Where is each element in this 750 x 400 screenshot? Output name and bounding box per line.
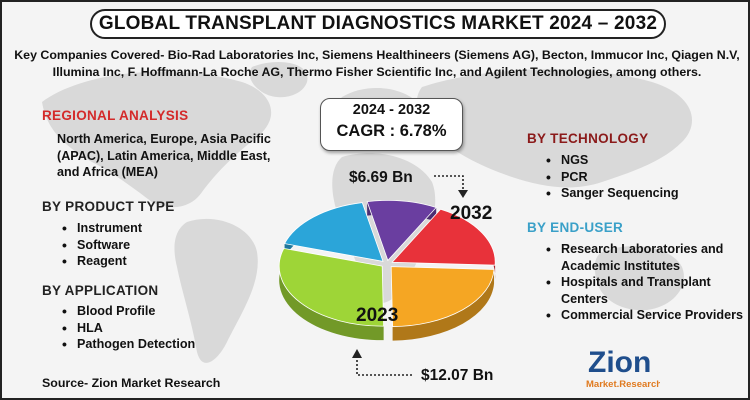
pie-slice-side bbox=[279, 248, 384, 341]
companies-text: Key Companies Covered- Bio-Rad Laborator… bbox=[14, 48, 740, 79]
pie-slice bbox=[366, 200, 437, 262]
list-item: Sanger Sequencing bbox=[544, 185, 679, 202]
slice-label-start-year: 2023 bbox=[356, 305, 398, 326]
pie-slice bbox=[283, 202, 384, 262]
list-item: Software bbox=[60, 237, 142, 254]
list-item: Blood Profile bbox=[60, 303, 195, 320]
start-value-arrowhead bbox=[458, 190, 468, 198]
value-callouts: $6.69 Bn $12.07 Bn bbox=[349, 169, 493, 384]
product-type-title: BY PRODUCT TYPE bbox=[42, 199, 175, 214]
zion-logo: Zion Market.Research bbox=[586, 346, 660, 390]
start-value-label: $6.69 Bn bbox=[349, 169, 413, 186]
pie-slice bbox=[391, 208, 496, 266]
source-text: Source- Zion Market Research bbox=[42, 376, 221, 390]
svg-text:Market.Research: Market.Research bbox=[586, 379, 660, 390]
map-greenland bbox=[249, 62, 308, 98]
end-user-list: Research Laboratories and Academic Insti… bbox=[544, 241, 744, 324]
list-item: Research Laboratories and Academic Insti… bbox=[544, 241, 744, 274]
end-value-leader bbox=[356, 356, 414, 376]
application-title: BY APPLICATION bbox=[42, 283, 159, 298]
cagr-box: 2024 - 2032 CAGR : 6.78% bbox=[320, 98, 463, 151]
regional-text: North America, Europe, Asia Pacific (APA… bbox=[57, 132, 271, 179]
list-item: Reagent bbox=[60, 253, 142, 270]
application-list: Blood Profile HLA Pathogen Detection bbox=[60, 303, 195, 353]
svg-text:Zion: Zion bbox=[588, 346, 651, 379]
list-item: PCR bbox=[544, 169, 679, 186]
list-item: Instrument bbox=[60, 220, 142, 237]
technology-list: NGS PCR Sanger Sequencing bbox=[544, 152, 679, 202]
map-south-america bbox=[174, 218, 258, 363]
page-title: GLOBAL TRANSPLANT DIAGNOSTICS MARKET 202… bbox=[90, 9, 666, 39]
pie-labels: 2032 2023 bbox=[356, 203, 492, 326]
end-value-arrowhead bbox=[352, 349, 362, 358]
end-user-title: BY END-USER bbox=[527, 220, 624, 235]
regional-title: REGIONAL ANALYSIS bbox=[42, 108, 189, 123]
start-value-leader bbox=[434, 175, 464, 192]
technology-title: BY TECHNOLOGY bbox=[527, 131, 649, 146]
end-value-label: $12.07 Bn bbox=[421, 367, 493, 384]
list-item: Commercial Service Providers bbox=[544, 307, 744, 324]
cagr-period: 2024 - 2032 bbox=[352, 102, 431, 118]
cagr-value: CAGR : 6.78% bbox=[336, 122, 447, 140]
slice-label-end-year: 2032 bbox=[450, 203, 492, 224]
pie-tops bbox=[278, 200, 496, 327]
map-north-america bbox=[42, 71, 272, 208]
pie-slice-side bbox=[392, 269, 495, 341]
product-type-list: Instrument Software Reagent bbox=[60, 220, 142, 270]
list-item: HLA bbox=[60, 320, 195, 337]
list-item: Pathogen Detection bbox=[60, 336, 195, 353]
pie-slice bbox=[390, 266, 495, 327]
pie-slice bbox=[278, 247, 385, 327]
list-item: NGS bbox=[544, 152, 679, 169]
list-item: Hospitals and Transplant Centers bbox=[544, 274, 744, 307]
